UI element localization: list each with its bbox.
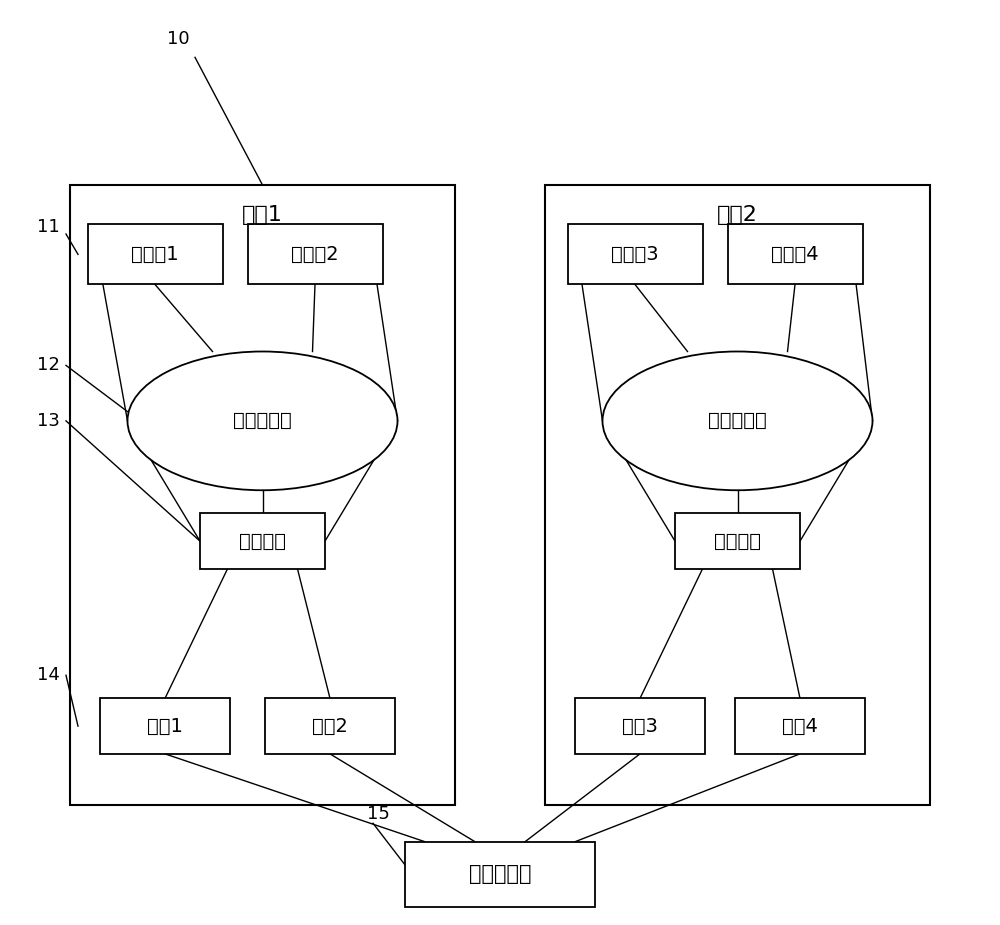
Text: 虚拟机3: 虚拟机3 xyxy=(611,245,659,264)
FancyBboxPatch shape xyxy=(675,513,800,569)
Text: 网卡1: 网卡1 xyxy=(147,717,183,735)
Text: 虚拟机1: 虚拟机1 xyxy=(131,245,179,264)
Text: 网卡绑定: 网卡绑定 xyxy=(239,532,286,550)
FancyBboxPatch shape xyxy=(248,224,382,285)
FancyBboxPatch shape xyxy=(200,513,325,569)
Text: 虚拟机4: 虚拟机4 xyxy=(771,245,819,264)
FancyBboxPatch shape xyxy=(405,842,595,906)
Ellipse shape xyxy=(128,352,398,490)
Text: 网卡3: 网卡3 xyxy=(622,717,658,735)
Text: 物理交换机: 物理交换机 xyxy=(469,864,531,884)
FancyBboxPatch shape xyxy=(728,224,862,285)
FancyBboxPatch shape xyxy=(568,224,702,285)
FancyBboxPatch shape xyxy=(100,698,230,754)
FancyBboxPatch shape xyxy=(735,698,865,754)
Text: 主机1: 主机1 xyxy=(242,205,283,226)
FancyBboxPatch shape xyxy=(575,698,705,754)
Text: 12: 12 xyxy=(37,356,59,375)
Text: 网卡2: 网卡2 xyxy=(312,717,348,735)
Text: 10: 10 xyxy=(167,30,189,48)
Text: 虚拟机2: 虚拟机2 xyxy=(291,245,339,264)
FancyBboxPatch shape xyxy=(70,185,455,805)
Text: 虚拟交换机: 虚拟交换机 xyxy=(708,412,767,430)
Text: 主机2: 主机2 xyxy=(717,205,758,226)
Text: 网卡4: 网卡4 xyxy=(782,717,818,735)
Text: 14: 14 xyxy=(37,666,59,684)
Text: 13: 13 xyxy=(37,412,59,430)
FancyBboxPatch shape xyxy=(545,185,930,805)
Text: 虚拟交换机: 虚拟交换机 xyxy=(233,412,292,430)
FancyBboxPatch shape xyxy=(88,224,222,285)
Text: 11: 11 xyxy=(37,217,59,236)
Ellipse shape xyxy=(602,352,872,490)
Text: 15: 15 xyxy=(367,805,389,823)
FancyBboxPatch shape xyxy=(265,698,395,754)
Text: 网卡绑定: 网卡绑定 xyxy=(714,532,761,550)
